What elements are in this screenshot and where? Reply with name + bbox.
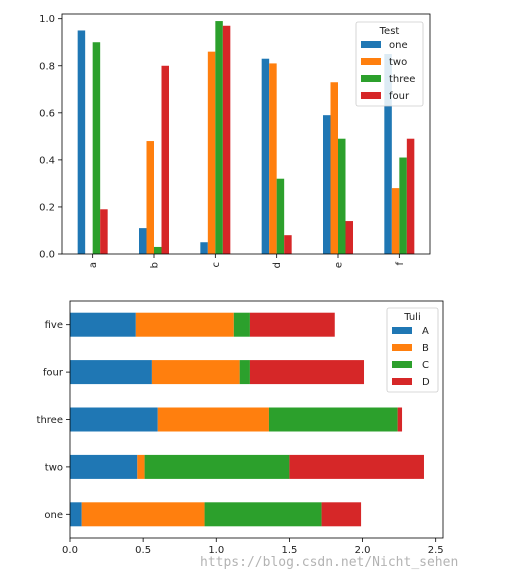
legend-swatch-A: [392, 327, 412, 334]
chart1-y-axis: 0.0 0.2 0.4 0.6 0.8 1.0: [39, 14, 62, 261]
legend-label-A: A: [422, 326, 429, 337]
bar-one-d: [261, 58, 270, 255]
bar-one-f: [384, 54, 392, 254]
bar-B-four: [151, 360, 240, 385]
bar-four-e: [345, 221, 353, 254]
legend-title: Tuli: [403, 312, 420, 323]
bar-B-one: [81, 502, 205, 527]
legend-label-four: four: [389, 91, 410, 102]
bar-D-four: [249, 360, 365, 385]
chart-stacked-horizontal-bar: one two three four five 0.0 0.5 1.0 1.5 2.0 2.5 T…: [37, 300, 444, 556]
y-tick-label: 1.0: [39, 14, 55, 25]
x-tick-label: d: [272, 262, 283, 268]
x-tick-label: 1.5: [281, 545, 297, 556]
bar-one-b: [139, 228, 147, 254]
bar-A-five: [70, 312, 136, 337]
y-tick-label: 0.4: [39, 155, 55, 166]
legend-label-one: one: [389, 40, 408, 51]
bar-A-one: [70, 502, 82, 527]
bar-D-one: [321, 502, 362, 527]
bar-three-b: [154, 246, 162, 254]
bar-D-three: [397, 407, 403, 432]
bar-four-d: [284, 235, 292, 254]
bar-one-a: [77, 30, 86, 254]
chart1-x-axis: a b c d e f: [88, 254, 406, 268]
y-tick-label: 0.2: [39, 202, 55, 213]
bar-two-e: [330, 82, 338, 255]
x-tick-label: f: [395, 262, 406, 266]
chart-grouped-bar: 0.0 0.2 0.4 0.6 0.8 1.0 a b c d e f Test one two thre…: [39, 13, 431, 268]
bar-two-b: [146, 141, 154, 254]
legend-label-three: three: [389, 74, 415, 85]
y-tick-label: one: [44, 510, 63, 521]
x-tick-label: 0.0: [62, 545, 78, 556]
y-tick-label: 0.6: [39, 108, 55, 119]
legend-swatch-C: [392, 361, 412, 368]
bar-three-c: [215, 21, 223, 255]
bar-three-f: [399, 157, 407, 254]
bar-C-three: [268, 407, 398, 432]
y-tick-label: two: [45, 462, 63, 473]
bar-C-one: [204, 502, 322, 527]
y-tick-label: four: [43, 368, 64, 379]
chart2-x-axis: 0.0 0.5 1.0 1.5 2.0 2.5: [62, 538, 444, 556]
x-tick-label: c: [211, 262, 222, 268]
bar-A-two: [70, 454, 138, 479]
bar-three-a: [92, 42, 101, 254]
bar-two-f: [391, 188, 400, 254]
chart1-bars: [77, 21, 415, 255]
bar-two-d: [269, 63, 277, 254]
bar-B-two: [137, 454, 145, 479]
bar-four-b: [161, 65, 169, 254]
legend-swatch-three: [361, 75, 381, 82]
bar-C-two: [144, 454, 290, 479]
legend-label-two: two: [389, 57, 407, 68]
bar-one-e: [323, 115, 331, 255]
bar-C-four: [239, 360, 250, 385]
legend-title: Test: [379, 26, 400, 37]
bar-D-two: [289, 454, 424, 479]
bar-three-e: [338, 138, 346, 254]
x-tick-label: e: [334, 262, 345, 268]
legend-label-D: D: [422, 377, 430, 388]
x-tick-label: b: [150, 262, 161, 268]
bar-C-five: [233, 312, 250, 337]
y-tick-label: 0.8: [39, 61, 55, 72]
watermark-text: https://blog.csdn.net/Nicht_sehen: [200, 555, 458, 570]
bar-A-four: [70, 360, 152, 385]
legend-label-C: C: [422, 360, 429, 371]
bar-one-c: [200, 242, 208, 254]
x-tick-label: 0.5: [135, 545, 151, 556]
y-tick-label: five: [45, 320, 63, 331]
bar-B-three: [157, 407, 269, 432]
x-tick-label: 1.0: [208, 545, 224, 556]
bar-D-five: [249, 312, 335, 337]
bar-four-f: [406, 138, 415, 254]
bar-B-five: [135, 312, 234, 337]
legend-swatch-one: [361, 41, 381, 48]
legend-label-B: B: [422, 343, 429, 354]
y-tick-label: three: [37, 415, 63, 426]
legend-swatch-D: [392, 378, 412, 385]
bar-two-c: [207, 51, 216, 255]
legend-swatch-B: [392, 344, 412, 351]
y-tick-label: 0.0: [39, 250, 55, 261]
chart1-axes-frame: [61, 13, 431, 255]
chart2-y-axis: one two three four five: [37, 320, 70, 521]
bar-four-a: [100, 209, 108, 254]
bar-three-d: [276, 178, 285, 254]
chart2-bars: [70, 312, 424, 527]
legend-swatch-two: [361, 58, 381, 65]
x-tick-label: 2.5: [428, 545, 444, 556]
legend-swatch-four: [361, 92, 381, 99]
x-tick-label: 2.0: [355, 545, 371, 556]
bar-A-three: [70, 407, 158, 432]
chart1-legend: Test one two three four: [355, 21, 424, 107]
x-tick-label: a: [88, 262, 99, 268]
bar-four-c: [222, 25, 231, 255]
